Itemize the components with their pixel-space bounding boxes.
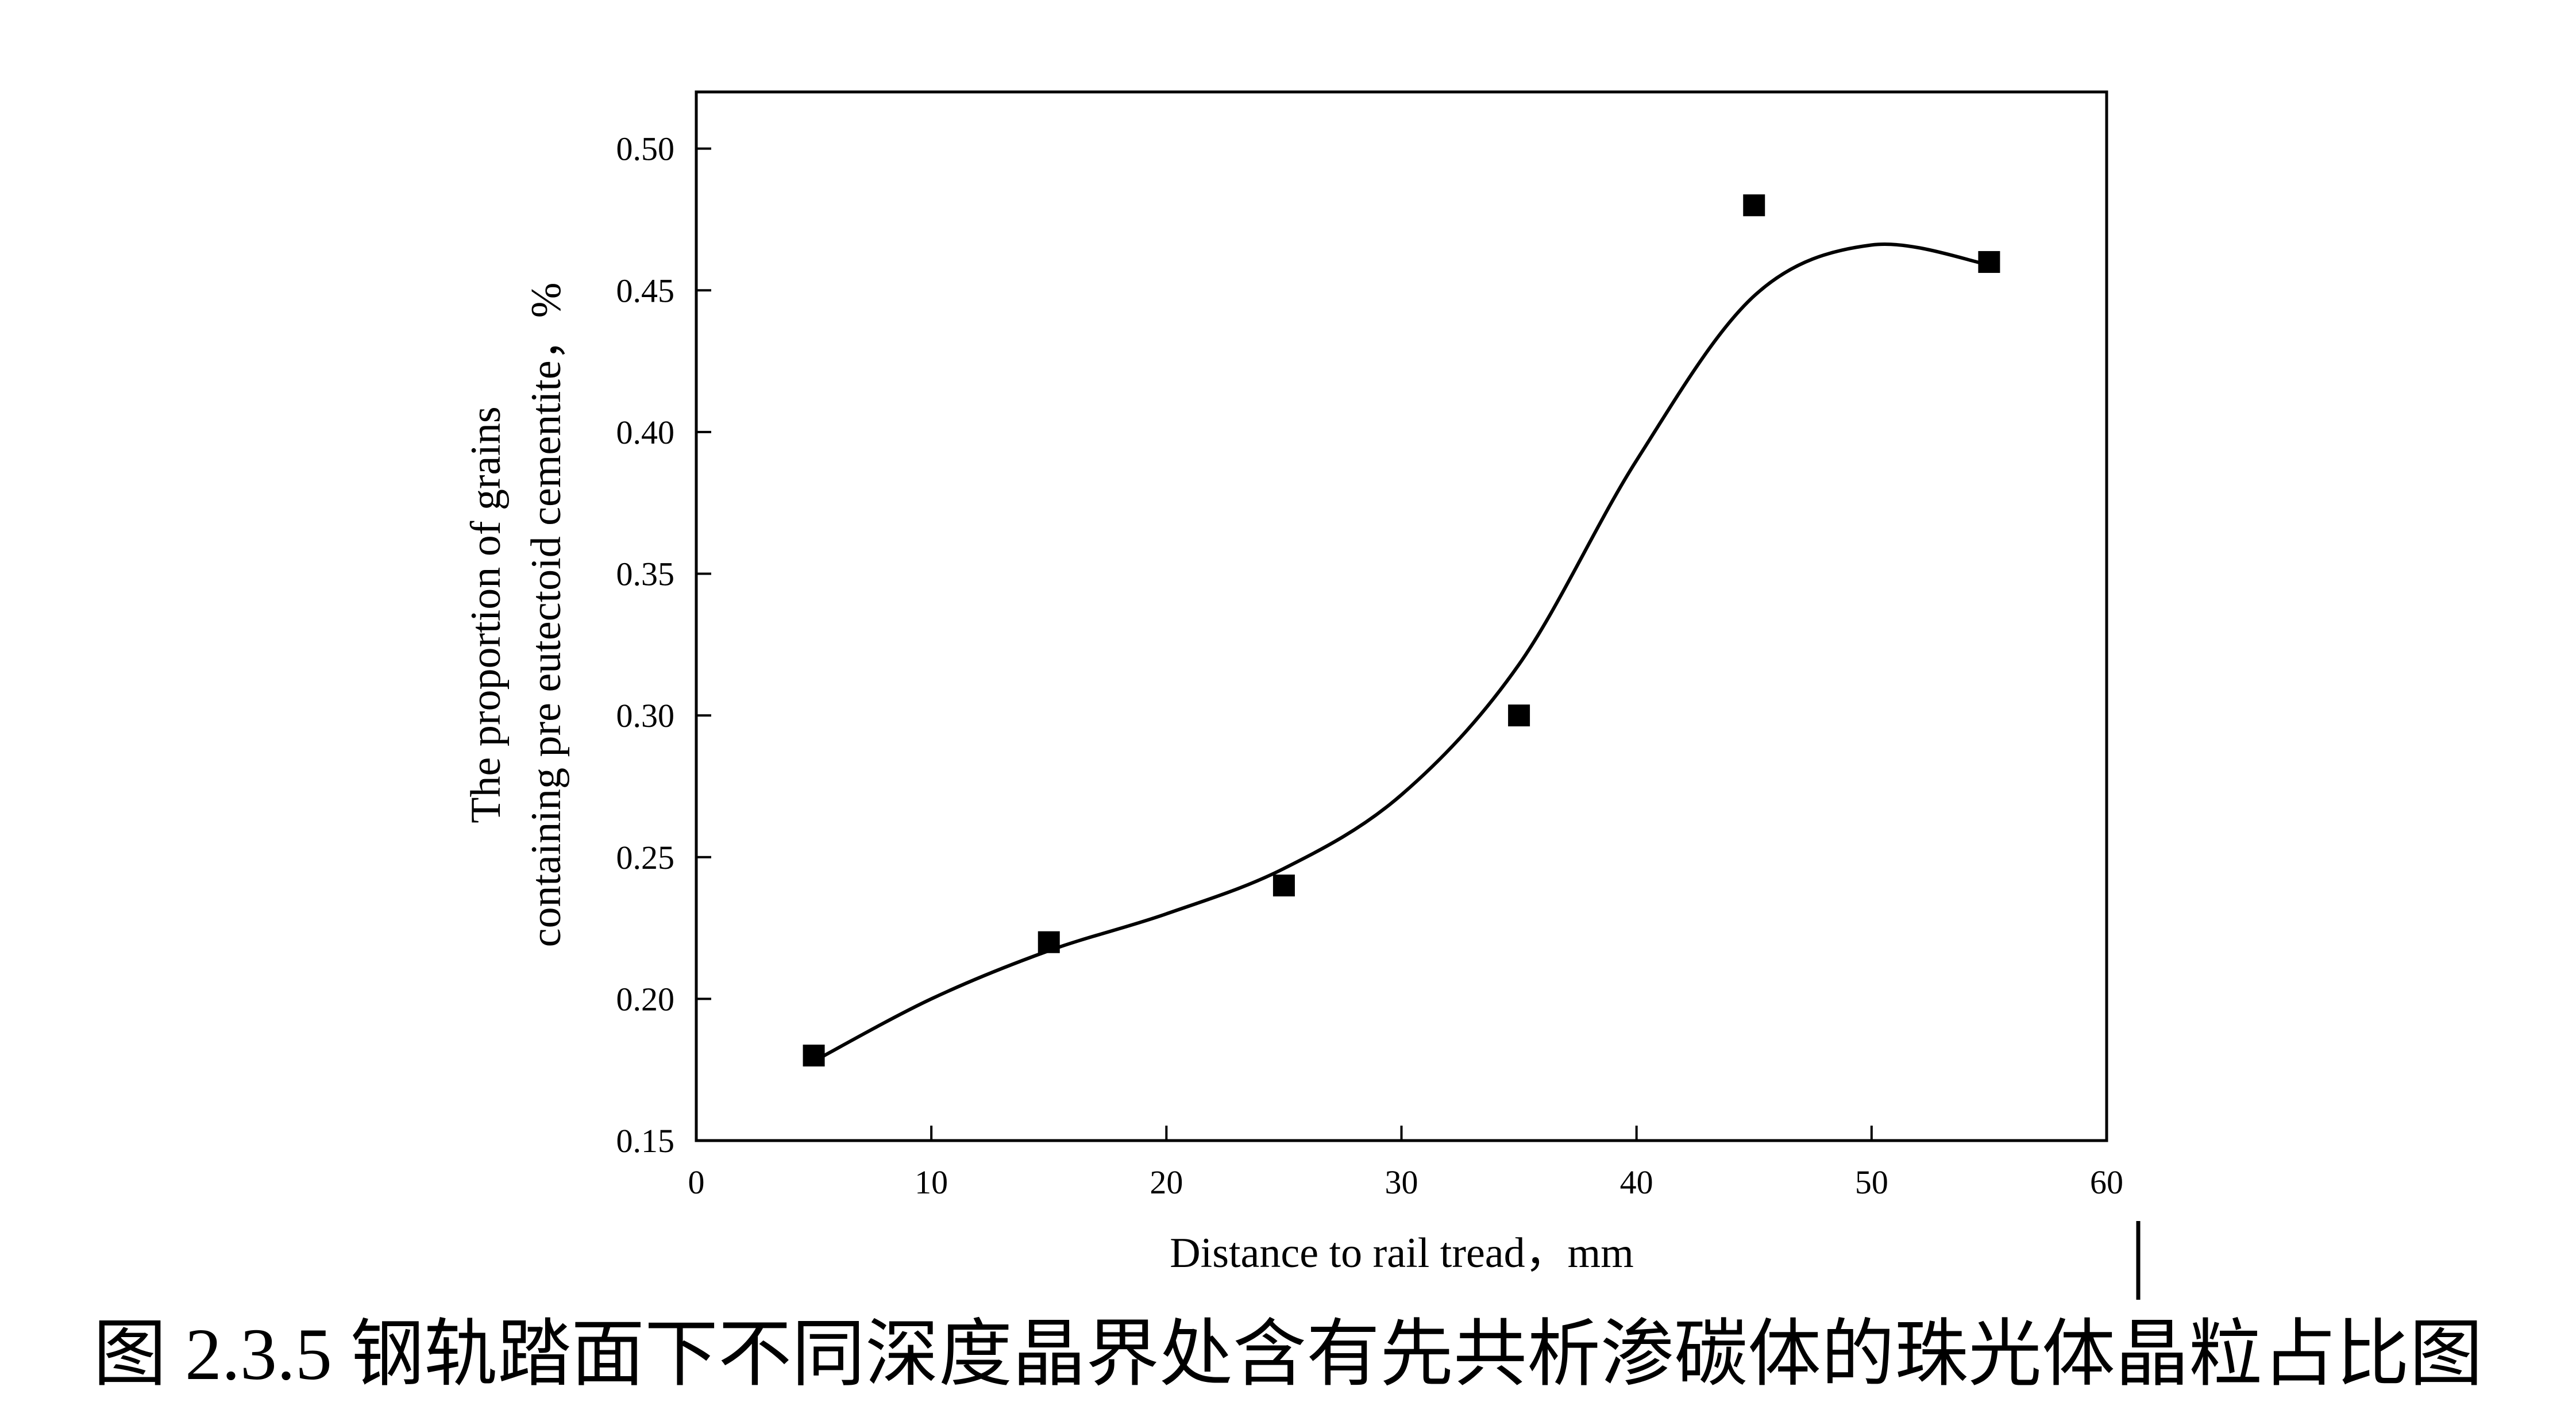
x-tick-label: 20	[1150, 1164, 1183, 1201]
x-axis-title: Distance to rail tread，mm	[1170, 1230, 1634, 1277]
fit-curve	[813, 242, 1989, 1063]
y-tick-label: 0.30	[616, 697, 675, 734]
data-point-marker	[803, 1045, 825, 1067]
x-axis-ticks: 0 10 20 30 40 50 60	[688, 1126, 2123, 1201]
data-point-marker	[1743, 194, 1765, 217]
y-tick-label: 0.25	[616, 839, 675, 876]
y-tick-label: 0.35	[616, 556, 675, 593]
data-points	[803, 194, 2000, 1067]
plot-frame	[695, 90, 2108, 1142]
figure-caption: 图 2.3.5 钢轨踏面下不同深度晶界处含有先共析渗碳体的珠光体晶粒占比图	[93, 1314, 2483, 1395]
y-axis-ticks: 0.15 0.20 0.25 0.30 0.35 0.40 0.45 0.50	[616, 130, 711, 1160]
x-tick-label: 0	[688, 1164, 705, 1201]
data-point-marker	[1978, 251, 2000, 273]
y-tick-label: 0.20	[616, 980, 675, 1018]
data-point-marker	[1272, 875, 1295, 897]
y-tick-label: 0.40	[616, 414, 675, 451]
x-tick-label: 50	[1855, 1164, 1888, 1201]
data-point-marker	[1038, 931, 1060, 953]
data-point-marker	[1508, 704, 1530, 727]
y-tick-label: 0.45	[616, 272, 675, 309]
y-tick-label: 0.15	[616, 1122, 675, 1160]
y-axis-title-line-1: The proportion of grains	[462, 406, 510, 823]
x-tick-label: 30	[1385, 1164, 1418, 1201]
x-tick-label: 40	[1620, 1164, 1653, 1201]
x-tick-label: 10	[915, 1164, 948, 1201]
y-axis-title: The proportion of grains containing pre …	[462, 283, 570, 948]
x-tick-label: 60	[2090, 1164, 2123, 1201]
y-tick-label: 0.50	[616, 130, 675, 168]
y-axis-title-line-2: containing pre eutectoid cementite，%	[523, 283, 570, 948]
